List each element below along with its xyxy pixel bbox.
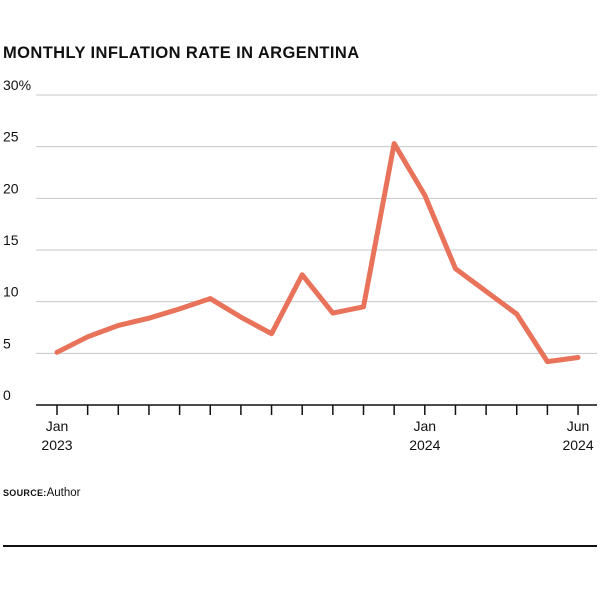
x-tick-label-year: 2024 [562,437,593,453]
data-points [55,141,581,364]
source-label: SOURCE: [3,488,47,498]
footer-rule [3,545,597,547]
y-tick-label-20: 20 [3,180,19,196]
source-note: SOURCE:Author [3,487,81,499]
x-tick-label-month: Jan [414,418,437,434]
line-chart: 0 5 10 15 20 25 30% Jan 2023 Jan 2024 Jun 2024 [3,77,597,453]
x-axis-ticks [56,405,579,415]
y-tick-label-5: 5 [3,335,11,351]
gridlines [36,94,597,354]
x-tick-label-month: Jan [46,418,69,434]
x-tick-label-month: Jun [567,418,590,434]
source-value: Author [46,487,81,499]
y-tick-label-15: 15 [3,232,19,248]
y-tick-label-30: 30% [3,77,31,93]
y-axis-tick-labels: 0 5 10 15 20 25 30% [3,77,31,403]
x-axis-tick-labels: Jan 2023 Jan 2024 Jun 2024 [41,418,593,453]
y-tick-label-25: 25 [3,129,19,145]
y-tick-label-10: 10 [3,284,19,300]
x-tick-label-year: 2023 [41,437,72,453]
y-tick-label-0: 0 [3,387,11,403]
x-tick-label-year: 2024 [409,437,440,453]
chart-title: MONTHLY INFLATION RATE IN ARGENTINA [3,44,360,62]
series-line-monthly-inflation [54,141,581,365]
